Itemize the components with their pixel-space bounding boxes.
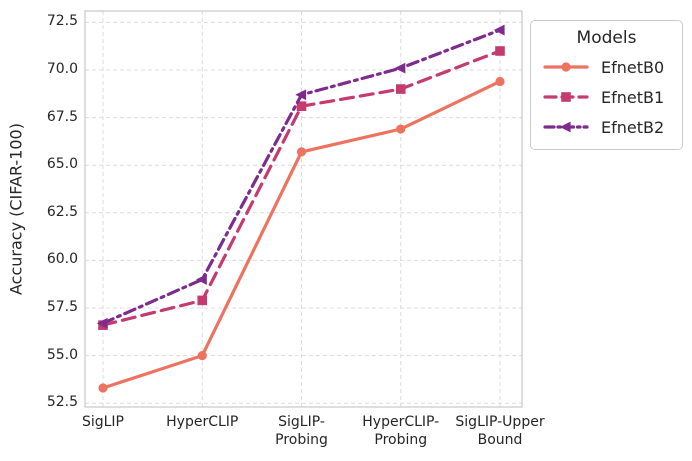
circle-marker: [495, 76, 505, 87]
triangle-left-marker: [196, 274, 207, 285]
y-tick-label: 60.0: [46, 251, 78, 268]
y-tick-label: 55.0: [46, 346, 78, 363]
y-tick-label: 72.5: [46, 13, 78, 30]
legend-line-sample: [543, 62, 589, 72]
legend-item-efnetb0: EfnetB0: [539, 52, 674, 82]
square-marker: [296, 101, 307, 111]
y-axis-label: Accuracy (CIFAR-100): [6, 123, 26, 295]
square-marker: [395, 84, 406, 94]
x-tick-label: HyperCLIP- Probing: [362, 414, 440, 449]
legend-line-sample: [543, 121, 589, 133]
circle-marker: [396, 124, 406, 134]
square-marker: [561, 92, 571, 102]
triangle-left-marker: [493, 24, 505, 36]
triangle-left-marker: [394, 62, 406, 74]
x-tick-label: HyperCLIP: [166, 414, 239, 430]
square-marker: [197, 295, 208, 306]
square-marker: [495, 46, 505, 56]
y-tick-label: 52.5: [46, 394, 78, 411]
legend-item-efnetb2: EfnetB2: [539, 112, 674, 142]
legend-items: EfnetB0 EfnetB1 EfnetB2: [539, 52, 674, 142]
y-tick-label: 67.5: [46, 108, 78, 125]
y-tick-label: 62.5: [46, 203, 78, 220]
triangle-left-marker: [295, 89, 307, 101]
legend-item-efnetb1: EfnetB1: [539, 82, 674, 112]
legend-title: Models: [576, 28, 637, 48]
triangle-left-marker: [559, 121, 571, 133]
circle-marker: [98, 383, 108, 393]
legend-label: EfnetB1: [601, 87, 665, 107]
x-tick-label: SigLIP- Probing: [275, 414, 328, 449]
circle-marker: [197, 350, 207, 361]
x-tick-label: SigLIP: [81, 414, 125, 430]
legend-label: EfnetB2: [601, 117, 665, 137]
legend-label: EfnetB0: [601, 57, 665, 77]
y-tick-label: 65.0: [46, 156, 78, 173]
legend: Models EfnetB0 EfnetB1 EfnetB2: [530, 20, 683, 150]
x-tick-label: SigLIP-Upper Bound: [455, 414, 545, 449]
y-tick-label: 70.0: [46, 61, 78, 78]
circle-marker: [561, 62, 571, 72]
y-tick-label: 57.5: [46, 299, 78, 315]
legend-line-sample: [543, 92, 589, 102]
plot-border: [84, 10, 523, 408]
triangle-left-marker: [96, 317, 108, 329]
circle-marker: [296, 147, 307, 157]
